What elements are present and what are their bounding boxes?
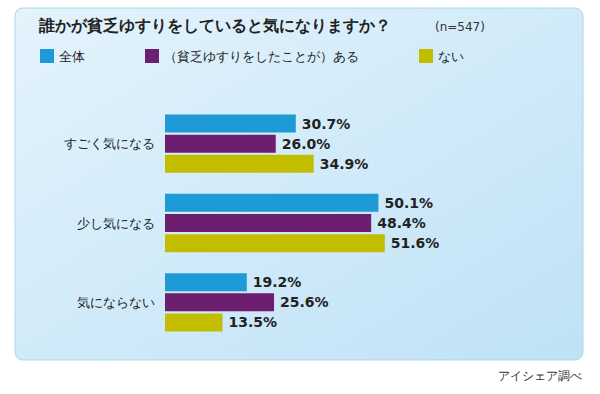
svg-text:51.6%: 51.6% xyxy=(391,235,440,251)
svg-text:25.6%: 25.6% xyxy=(280,294,329,310)
svg-text:少し気になる: 少し気になる xyxy=(77,216,155,231)
svg-text:(n=547): (n=547) xyxy=(435,20,485,34)
svg-text:34.9%: 34.9% xyxy=(320,156,369,172)
svg-text:誰かが貧乏ゆすりをしていると気になりますか？: 誰かが貧乏ゆすりをしていると気になりますか？ xyxy=(38,16,391,35)
svg-text:13.5%: 13.5% xyxy=(229,314,278,330)
svg-text:26.0%: 26.0% xyxy=(282,136,331,152)
svg-text:全体: 全体 xyxy=(59,49,85,64)
svg-text:（貧乏ゆすりをしたことが）ある: （貧乏ゆすりをしたことが）ある xyxy=(164,49,359,64)
svg-text:ない: ない xyxy=(438,49,464,64)
svg-text:アイシェア調べ: アイシェア調べ xyxy=(498,369,582,383)
svg-text:30.7%: 30.7% xyxy=(302,116,351,132)
svg-text:気にならない: 気にならない xyxy=(77,295,155,310)
svg-text:50.1%: 50.1% xyxy=(384,195,433,211)
svg-text:48.4%: 48.4% xyxy=(377,215,426,231)
svg-text:19.2%: 19.2% xyxy=(253,274,302,290)
svg-text:すごく気になる: すごく気になる xyxy=(64,136,155,151)
